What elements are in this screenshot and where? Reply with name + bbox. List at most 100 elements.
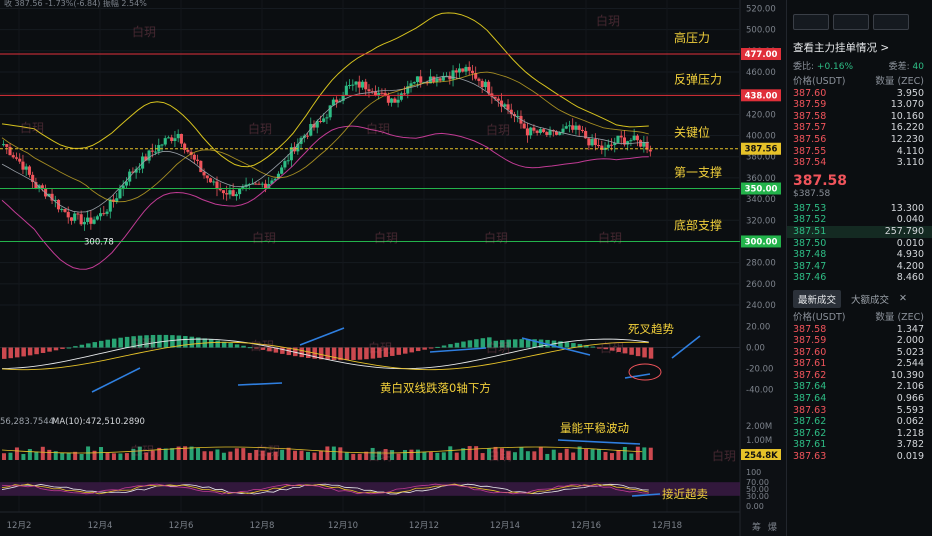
volume-bar: [14, 447, 19, 460]
macd-bar: [474, 339, 479, 348]
volume-bar: [428, 451, 433, 460]
bid-row[interactable]: 387.47 4.200: [787, 261, 932, 273]
candle-body: [535, 130, 539, 133]
volume-bar: [370, 447, 375, 460]
candle-body: [50, 193, 54, 201]
volume-bar: [273, 451, 278, 460]
diff-label: 委差:: [888, 62, 910, 72]
candle-body: [179, 133, 183, 144]
candle-body: [82, 221, 86, 225]
macd-bar: [390, 347, 395, 356]
candle-body: [286, 160, 290, 162]
macd-bar: [137, 335, 143, 348]
orderbook-title[interactable]: 查看主力挂单情况 >: [793, 42, 890, 54]
bid-row[interactable]: 387.51 257.790: [787, 225, 932, 238]
trade-row[interactable]: 387.62 1.218: [787, 428, 932, 440]
ask-row[interactable]: 387.56 12.230: [787, 134, 932, 146]
candle-body: [500, 100, 504, 107]
upper-band: [1, 12, 649, 168]
candle-body: [238, 188, 242, 195]
row-price: 387.61: [793, 358, 827, 370]
volume-tick: 2.00M: [746, 422, 772, 432]
bid-row[interactable]: 387.53 13.300: [787, 203, 932, 215]
candle-body: [189, 151, 193, 155]
bid-row[interactable]: 387.48 4.930: [787, 249, 932, 261]
macd-bar: [629, 347, 634, 355]
candle-body: [406, 86, 410, 94]
candle-body: [386, 95, 390, 103]
watermark: 白玥: [256, 443, 280, 458]
volume-bar: [590, 449, 595, 460]
watermark: 白玥: [252, 230, 276, 245]
volume-bar: [293, 450, 298, 460]
row-price: 387.60: [793, 346, 827, 358]
watermark: 白玥: [600, 340, 624, 355]
candle-body: [166, 137, 171, 139]
trade-row[interactable]: 387.60 5.023: [787, 347, 932, 359]
macd-bar: [415, 347, 421, 352]
trade-row[interactable]: 387.64 0.966: [787, 393, 932, 405]
row-qty: 0.966: [896, 393, 924, 405]
bid-row[interactable]: 387.50 0.010: [787, 238, 932, 250]
candle-body: [558, 132, 562, 135]
macd-bar: [616, 347, 621, 353]
trade-row[interactable]: 387.58 1.347: [787, 324, 932, 336]
x-tick-label: 12月8: [250, 521, 275, 531]
macd-bar: [27, 347, 33, 356]
bid-row[interactable]: 387.46 8.460: [787, 272, 932, 284]
volume-bar: [247, 452, 252, 460]
trade-row[interactable]: 387.63 0.019: [787, 451, 932, 463]
watermark: 白玥: [368, 448, 392, 463]
tab-block-trades[interactable]: 大额成交: [851, 294, 890, 306]
trade-row[interactable]: 387.62 10.390: [787, 370, 932, 382]
macd-bar: [370, 347, 376, 359]
macd-bar: [144, 335, 149, 348]
candle-body: [467, 66, 471, 71]
candle-body: [2, 144, 6, 146]
macd-bar: [92, 342, 98, 348]
volume-bar: [597, 449, 602, 460]
candle-body: [348, 85, 352, 87]
row-price: 387.52: [793, 214, 827, 226]
macd-bar: [208, 339, 214, 348]
candle-body: [192, 154, 196, 160]
row-price: 387.64: [793, 393, 827, 405]
candle-body: [202, 172, 206, 176]
volume-bar: [176, 446, 181, 460]
macd-bar: [131, 336, 136, 348]
volume-bar: [27, 449, 32, 460]
trade-row[interactable]: 387.63 5.593: [787, 405, 932, 417]
volume-bar: [105, 452, 110, 460]
panel-tab-2[interactable]: [833, 14, 869, 30]
volume-bar: [170, 448, 175, 460]
ask-row[interactable]: 387.58 10.160: [787, 111, 932, 123]
volume-bar: [558, 452, 563, 460]
x-tick-label: 12月12: [409, 521, 439, 531]
close-icon[interactable]: ✕: [899, 293, 907, 305]
panel-tab-1[interactable]: [793, 14, 829, 30]
candle-body: [396, 99, 400, 103]
bid-row[interactable]: 387.52 0.040: [787, 214, 932, 226]
ask-row[interactable]: 387.60 3.950: [787, 88, 932, 100]
trade-row[interactable]: 387.62 0.062: [787, 416, 932, 428]
candle-body: [163, 138, 167, 145]
tab-latest-trades[interactable]: 最新成交: [793, 289, 842, 308]
volume-bar: [415, 449, 420, 460]
trade-row[interactable]: 387.61 2.544: [787, 358, 932, 370]
trade-row[interactable]: 387.61 3.782: [787, 439, 932, 451]
candle-body: [480, 80, 484, 88]
trade-row[interactable]: 387.59 2.000: [787, 335, 932, 347]
row-qty: 1.218: [896, 427, 924, 439]
price-chart[interactable]: 520.00500.00480.00460.00440.00420.00400.…: [0, 0, 786, 536]
panel-tab-3[interactable]: [873, 14, 909, 30]
y-tick-label: 320.00: [746, 216, 776, 226]
ask-row[interactable]: 387.54 3.110: [787, 157, 932, 169]
macd-tick: 20.00: [746, 322, 770, 332]
chart-background: [0, 0, 786, 536]
trade-row[interactable]: 387.64 2.106: [787, 381, 932, 393]
ask-row[interactable]: 387.55 4.110: [787, 146, 932, 158]
ask-row[interactable]: 387.57 16.220: [787, 122, 932, 134]
row-qty: 3.782: [896, 439, 924, 451]
ask-row[interactable]: 387.59 13.070: [787, 99, 932, 111]
macd-bar: [428, 347, 434, 349]
